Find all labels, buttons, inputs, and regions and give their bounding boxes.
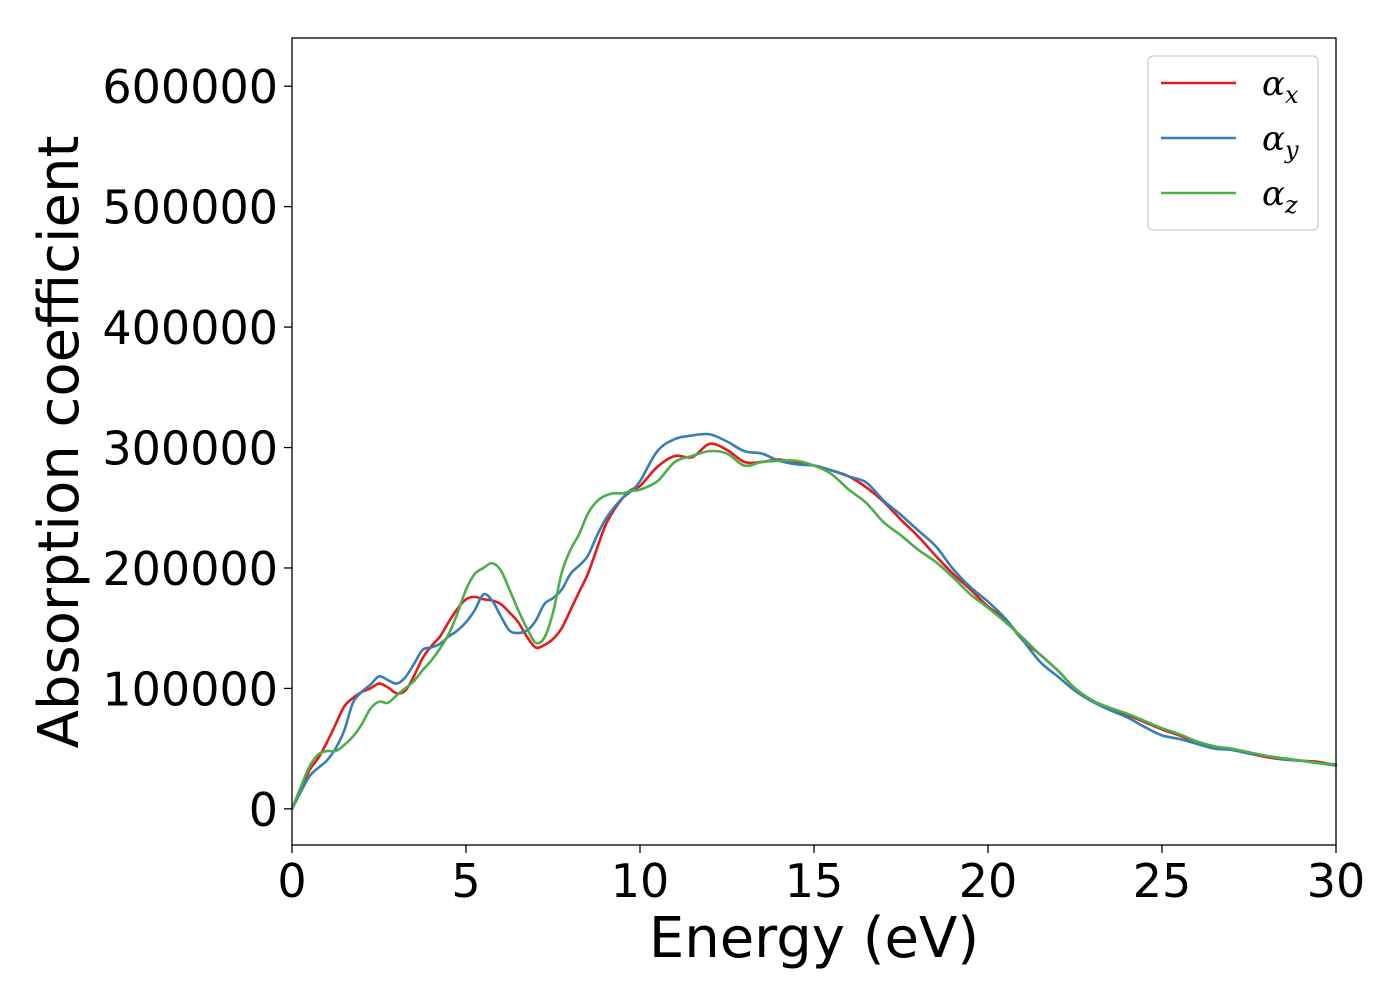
legend-label-x: αx [1262, 64, 1299, 109]
legend-label-y: αy [1262, 119, 1299, 164]
legend-label-z: αz [1262, 174, 1298, 219]
series-line-x [290, 442, 1338, 811]
legend: αx αy αz [1147, 55, 1319, 231]
series-line-y [290, 432, 1338, 811]
y-tick-label: 0 [249, 783, 278, 837]
x-tick-label: 10 [611, 854, 670, 908]
y-tick-label: 300000 [102, 422, 278, 476]
x-tick-label: 30 [1307, 854, 1366, 908]
y-tick-label: 400000 [102, 301, 278, 355]
y-tick-label: 600000 [102, 60, 278, 114]
x-tick-label: 15 [785, 854, 844, 908]
series-line-z [290, 449, 1338, 811]
x-axis-label: Energy (eV) [649, 906, 979, 971]
x-tick-label: 0 [277, 854, 306, 908]
y-axis-label: Absorption coefficient [27, 136, 92, 749]
x-tick-label: 25 [1133, 854, 1192, 908]
x-tick-label: 20 [959, 854, 1018, 908]
ticks-layer: 0 5 10 15 20 25 30 0 100000 200000 300000 400000 500… [102, 60, 1365, 908]
legend-box [1147, 55, 1319, 231]
series-layer [290, 432, 1338, 811]
y-tick-label: 100000 [102, 662, 278, 716]
x-tick-label: 5 [451, 854, 480, 908]
y-tick-label: 200000 [102, 542, 278, 596]
y-tick-label: 500000 [102, 181, 278, 235]
